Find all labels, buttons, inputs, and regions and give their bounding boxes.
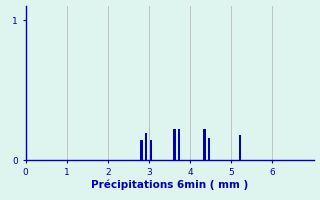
Bar	[173, 129, 176, 160]
X-axis label: Précipitations 6min ( mm ): Précipitations 6min ( mm )	[91, 179, 248, 190]
Bar	[149, 140, 152, 160]
Bar	[204, 129, 206, 160]
Bar	[140, 140, 143, 160]
Bar	[208, 138, 210, 160]
Bar	[178, 129, 180, 160]
Bar	[239, 135, 242, 160]
Bar	[145, 133, 147, 160]
